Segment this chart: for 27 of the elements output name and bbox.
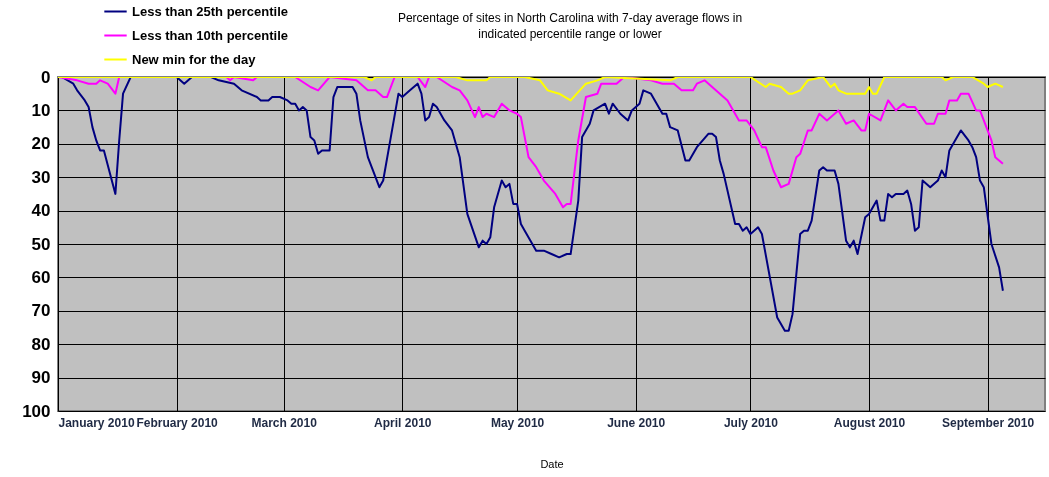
y-tick-label: 70 [31,301,51,321]
legend-label: Less than 10th percentile [132,27,289,43]
legend-label: Less than 25th percentile [132,3,289,19]
line-series [58,77,1004,209]
y-tick-label: 0 [41,67,51,87]
y-tick-label: 90 [31,368,51,388]
line-series [58,77,1004,102]
y-tick-label: 10 [31,100,51,120]
x-tick-label: April 2010 [374,415,432,430]
y-tick-label: 60 [31,267,51,287]
y-tick-label: 80 [31,334,51,354]
y-tick-label: 30 [31,167,51,187]
x-tick-label: September 2010 [942,415,1035,430]
x-tick-label: August 2010 [833,415,906,430]
chart-title: Percentage of sites in North Carolina with 7-day average flows in indicated percentile range or lower [397,11,743,41]
x-axis-title: Date [540,457,564,470]
y-tick-label: 100 [22,401,51,421]
x-tick-label: May 2010 [490,415,545,430]
legend-label: New min for the day [132,51,257,67]
y-tick-label: 20 [31,134,51,154]
y-tick-label: 50 [31,234,51,254]
x-tick-label: July 2010 [723,415,779,430]
x-tick-label: March 2010 [251,415,318,430]
x-tick-label: June 2010 [607,415,666,430]
x-tick-label: January 2010 [58,415,135,430]
y-tick-label: 40 [31,201,51,221]
x-tick-label: February 2010 [136,415,219,430]
